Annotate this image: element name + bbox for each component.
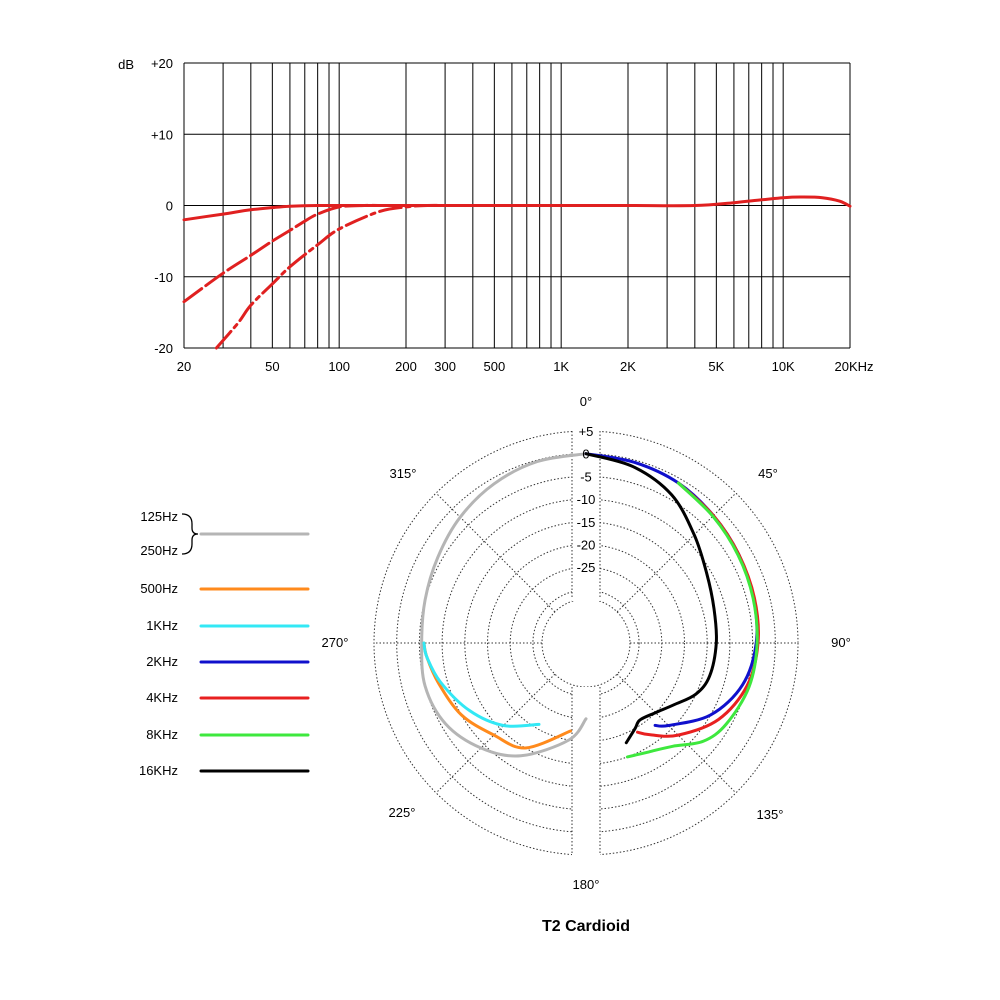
polar-spoke — [616, 673, 737, 794]
polar-ring — [396, 453, 776, 833]
y-tick-label: -20 — [154, 341, 173, 356]
angle-label: 0° — [580, 394, 592, 409]
frequency-response-labels: dB +20 +10 0 -10 -20 20 50 100 200 300 500 1K 2K 5K 10… — [118, 56, 873, 374]
x-tick-label: 20 — [177, 359, 191, 374]
y-axis-unit-label: dB — [118, 57, 134, 72]
legend-brace — [181, 513, 199, 555]
response-curve-solid — [182, 195, 852, 222]
x-tick-label: 10K — [772, 359, 795, 374]
angle-label: 270° — [322, 635, 349, 650]
radial-label-strip — [572, 429, 600, 601]
response-curve-dashdot — [214, 203, 447, 350]
angle-label: 315° — [390, 466, 417, 481]
x-tick-label: 50 — [265, 359, 279, 374]
polar-spoke — [435, 492, 556, 613]
radial-tick-label: +5 — [579, 424, 594, 439]
legend-label: 125Hz — [140, 509, 178, 524]
legend-label: 8KHz — [146, 727, 178, 742]
radial-tick-label: -15 — [577, 515, 596, 530]
radial-tick-label: -10 — [577, 492, 596, 507]
x-tick-label: 20KHz — [834, 359, 873, 374]
legend-label: 250Hz — [140, 543, 178, 558]
x-tick-label: 500 — [483, 359, 505, 374]
x-tick-label: 5K — [708, 359, 724, 374]
response-curve-dashed — [182, 203, 380, 304]
x-tick-label: 1K — [553, 359, 569, 374]
polar-curve-125hz-250hz — [420, 452, 588, 758]
x-tick-label: 300 — [434, 359, 456, 374]
polar-labels: +5 0 -5 -10 -15 -20 -25 0° 45° 90° 135° 180° 225° 270… — [322, 394, 851, 892]
polar-curve-4khz — [636, 481, 760, 738]
radial-tick-label: -5 — [580, 469, 592, 484]
polar-ring — [532, 589, 640, 697]
x-tick-label: 200 — [395, 359, 417, 374]
y-tick-label: +20 — [151, 56, 173, 71]
x-tick-label: 2K — [620, 359, 636, 374]
angle-label: 180° — [573, 877, 600, 892]
radial-tick-label: 0 — [582, 447, 589, 462]
radial-tick-label: -20 — [577, 538, 596, 553]
angle-label: 45° — [758, 466, 778, 481]
angle-label: 90° — [831, 635, 851, 650]
rear-axis-strip — [572, 687, 600, 859]
polar-grid — [373, 429, 799, 859]
polar-curve-1khz — [422, 641, 541, 728]
polar-spoke — [435, 673, 556, 794]
legend: 125Hz 250Hz 500Hz 1KHz 2KHz 4KHz 8KHz 16KHz — [139, 509, 310, 778]
y-tick-label: -10 — [154, 270, 173, 285]
x-tick-label: 100 — [328, 359, 350, 374]
polar-curve-16khz — [584, 452, 718, 745]
polar-series — [420, 452, 760, 759]
legend-label: 16KHz — [139, 763, 178, 778]
angle-label: 135° — [757, 807, 784, 822]
legend-label: 500Hz — [140, 581, 178, 596]
radial-tick-label: -25 — [577, 560, 596, 575]
polar-curve-8khz — [625, 481, 759, 759]
y-tick-label: +10 — [151, 127, 173, 142]
legend-label: 1KHz — [146, 618, 178, 633]
polar-center-circle — [541, 598, 631, 688]
legend-label: 2KHz — [146, 654, 178, 669]
polar-chart-title: T2 Cardioid — [542, 918, 630, 935]
polar-ring — [441, 498, 731, 788]
legend-label: 4KHz — [146, 690, 178, 705]
angle-label: 225° — [389, 805, 416, 820]
y-tick-label: 0 — [166, 199, 173, 214]
polar-spoke — [616, 492, 737, 613]
frequency-response-series — [182, 195, 852, 350]
